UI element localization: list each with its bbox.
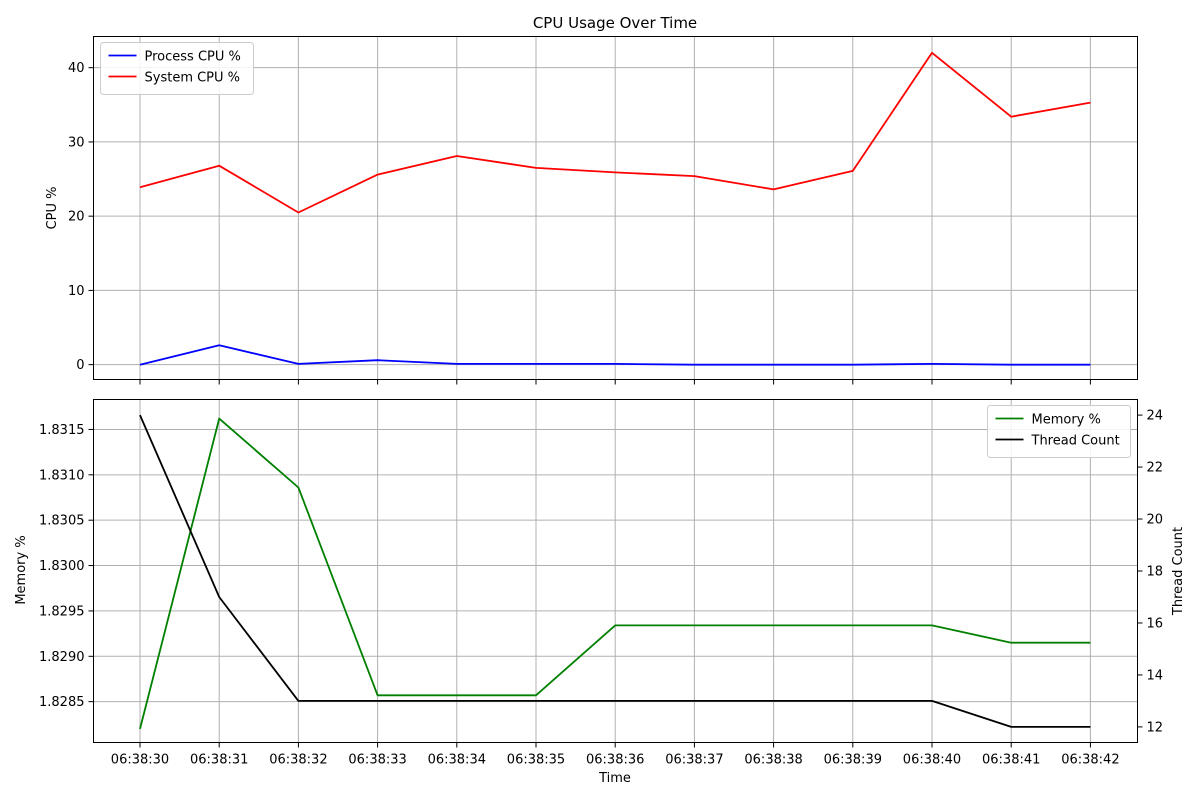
x-tick-label: 06:38:37: [665, 753, 723, 768]
y-tick-label: 1.8285: [39, 695, 85, 710]
x-tick-label: 06:38:38: [744, 753, 802, 768]
y-tick-label: 10: [68, 284, 85, 299]
memory-chart-legend: Memory % Thread Count: [987, 405, 1131, 458]
x-tick-label: 06:38:41: [982, 753, 1040, 768]
x-tick-label: 06:38:39: [824, 753, 882, 768]
y-right-tick-label: 16: [1147, 616, 1164, 631]
y-tick-label: 1.8305: [39, 514, 85, 529]
cpu-chart-ylabel: CPU %: [45, 187, 60, 230]
memory-chart-grid: [93, 399, 1138, 743]
cpu-chart-ticks: 0 10 20 30 40: [68, 61, 1091, 385]
legend-label: System CPU %: [145, 71, 241, 86]
y-tick-label: 0: [76, 358, 84, 373]
y-right-tick-label: 20: [1147, 513, 1164, 528]
y-tick-label: 1.8315: [39, 423, 85, 438]
y-tick-label: 1.8310: [39, 468, 85, 483]
series-line-memory: [139, 417, 1091, 730]
legend-box: [100, 42, 254, 95]
x-tick-label: 06:38:33: [348, 753, 406, 768]
cpu-chart-title: CPU Usage Over Time: [533, 14, 697, 32]
x-tick-label: 06:38:40: [903, 753, 961, 768]
y-tick-label: 30: [68, 135, 85, 150]
cpu-chart-series: [139, 51, 1091, 366]
y-right-tick-label: 18: [1147, 565, 1164, 580]
y-right-tick-label: 22: [1147, 461, 1164, 476]
memory-chart-ylabel: Memory %: [14, 535, 29, 604]
series-line-thread-count: [139, 414, 1091, 728]
x-tick-label: 06:38:42: [1061, 753, 1119, 768]
y-tick-label: 40: [68, 61, 85, 76]
y-tick-label: 1.8290: [39, 650, 85, 665]
x-tick-label: 06:38:30: [111, 753, 169, 768]
legend-label: Thread Count: [1031, 434, 1120, 449]
y-right-tick-label: 14: [1147, 668, 1164, 683]
legend-label: Process CPU %: [145, 50, 241, 65]
x-tick-label: 06:38:32: [269, 753, 327, 768]
cpu-chart: CPU Usage Over Time 0 10 20 30 40 CPU % Proc…: [45, 14, 1138, 385]
x-tick-label: 06:38:35: [507, 753, 565, 768]
x-tick-label: 06:38:31: [190, 753, 248, 768]
memory-chart-series: [139, 414, 1091, 730]
thread-chart-ylabel: Thread Count: [1171, 527, 1186, 616]
memory-chart-xlabel: Time: [598, 771, 631, 786]
y-tick-label: 20: [68, 210, 85, 225]
series-line-system-cpu: [139, 51, 1091, 214]
legend-label: Memory %: [1032, 413, 1101, 428]
y-right-tick-label: 12: [1147, 720, 1164, 735]
y-tick-label: 1.8300: [39, 559, 85, 574]
series-line-process-cpu: [139, 344, 1091, 366]
y-right-tick-label: 24: [1147, 409, 1164, 424]
x-tick-label: 06:38:36: [586, 753, 644, 768]
x-tick-label: 06:38:34: [428, 753, 486, 768]
cpu-chart-legend: Process CPU % System CPU %: [100, 42, 254, 95]
memory-thread-chart: 06:38:30 06:38:31 06:38:32 06:38:33 06:38:34…: [14, 399, 1186, 786]
memory-chart-ticks: 06:38:30 06:38:31 06:38:32 06:38:33 06:38:34…: [39, 409, 1163, 768]
y-tick-label: 1.8295: [39, 604, 85, 619]
